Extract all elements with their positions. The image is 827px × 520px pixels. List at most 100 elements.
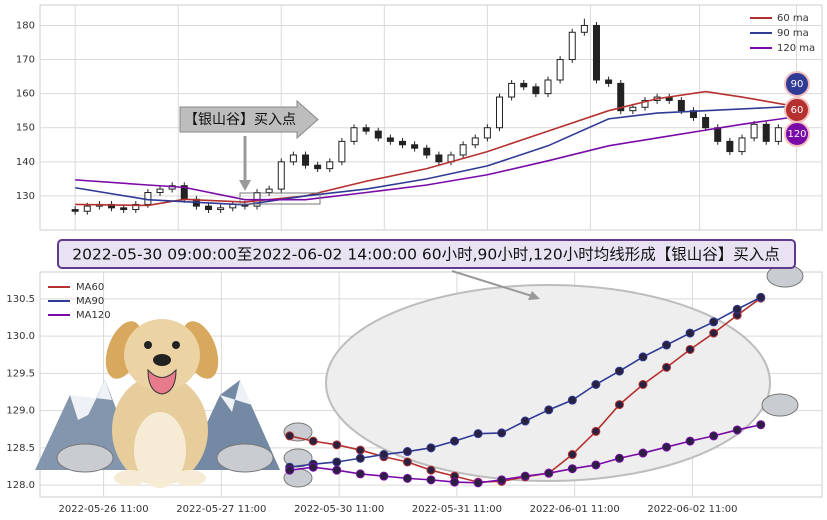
x-tick-label: 2022-06-02 11:00 <box>647 504 737 515</box>
ma-point <box>732 425 742 435</box>
candle-body <box>277 161 285 190</box>
x-tick-label: 2022-05-31 11:00 <box>412 504 502 515</box>
x-tick-label: 2022-05-26 11:00 <box>59 504 149 515</box>
candle-body <box>508 82 516 98</box>
ma-point <box>614 400 624 410</box>
legend-label: MA60 <box>76 282 104 293</box>
candle-body <box>411 144 419 149</box>
candle-body <box>677 99 685 112</box>
annotation-box <box>239 192 321 205</box>
ma-point <box>662 340 672 350</box>
candle-body <box>738 137 746 153</box>
ma-point <box>402 447 412 457</box>
candle-body <box>435 154 443 163</box>
candle-body <box>302 154 310 166</box>
ma-point <box>402 473 412 483</box>
ma-point <box>355 469 365 479</box>
series-badge-label: 90 <box>791 79 804 90</box>
candle-body <box>120 207 128 211</box>
y-tick-label: 160 <box>16 89 35 100</box>
candle-body <box>726 140 734 153</box>
ma-point <box>709 328 719 338</box>
ma-point <box>567 450 577 460</box>
candle-body <box>592 24 600 81</box>
ma-point <box>355 453 365 463</box>
candle-body <box>399 140 407 146</box>
legend-label: MA90 <box>76 296 104 307</box>
y-tick-label: 130.0 <box>6 331 35 342</box>
y-tick-label: 129.0 <box>6 406 35 417</box>
dog-nose <box>153 354 171 366</box>
ma-point <box>402 457 412 467</box>
dog-chest <box>134 412 186 488</box>
ma-line <box>75 90 791 207</box>
candle-body <box>714 127 722 142</box>
candle-body <box>205 205 213 211</box>
candle-body <box>71 209 79 212</box>
ingot <box>761 393 799 417</box>
banner-pointer <box>451 270 533 297</box>
ma-point <box>591 460 601 470</box>
ma-point <box>709 317 719 327</box>
annotation-arrow <box>179 99 319 140</box>
ma-point <box>756 292 766 302</box>
legend-label: 120 ma <box>777 43 815 54</box>
ma-point <box>308 462 318 472</box>
candle-body <box>374 130 382 139</box>
ma-point <box>732 304 742 314</box>
candle-body <box>314 164 322 170</box>
ma-line <box>75 116 791 201</box>
ma-point <box>567 395 577 405</box>
candle-body <box>556 59 564 81</box>
ma-point <box>685 344 695 354</box>
candle-body <box>386 137 394 142</box>
candle-body <box>132 203 140 211</box>
candle-body <box>641 99 649 108</box>
y-tick-label: 150 <box>16 123 35 134</box>
ma-point <box>638 448 648 458</box>
highlight-ellipse <box>325 284 771 482</box>
candle-body <box>362 127 370 132</box>
banner-text: 2022-05-30 09:00:00至2022-06-02 14:00:00 … <box>72 246 780 264</box>
ma-point <box>426 475 436 485</box>
ma-point <box>638 352 648 362</box>
candle-body <box>459 144 467 156</box>
ma-point <box>544 468 554 478</box>
ma-point <box>426 465 436 475</box>
ma-point <box>614 366 624 376</box>
y-tick-label: 128.5 <box>6 443 35 454</box>
ma-point <box>355 445 365 455</box>
dog-paw <box>114 470 146 486</box>
x-tick-label: 2022-05-27 11:00 <box>176 504 266 515</box>
candle-body <box>338 140 346 163</box>
candle-body <box>520 82 528 88</box>
y-tick-label: 170 <box>16 55 35 66</box>
dog-mouth <box>147 368 177 395</box>
y-tick-label: 129.5 <box>6 368 35 379</box>
ma-point <box>308 436 318 446</box>
candle-body <box>83 205 91 212</box>
candle-body <box>265 188 273 194</box>
ma-point <box>285 431 295 441</box>
ma-point <box>567 464 577 474</box>
candle-body <box>471 137 479 146</box>
ma-point <box>450 477 460 487</box>
marks-layer <box>71 18 794 488</box>
candle-body <box>568 31 576 61</box>
ma-point <box>450 436 460 446</box>
banner-pointer-head <box>528 291 540 300</box>
ma-line <box>75 105 791 206</box>
candle-body <box>544 79 552 95</box>
candle-body <box>774 127 782 142</box>
dog-eye <box>144 341 152 349</box>
candle-body <box>702 117 710 129</box>
ma-point <box>379 450 389 460</box>
banner-box <box>57 239 796 269</box>
ma-point <box>662 362 672 372</box>
legend-label: 90 ma <box>777 28 809 39</box>
series-badge-label: 120 <box>787 129 806 140</box>
ma-point <box>544 405 554 415</box>
ingots <box>56 264 804 488</box>
annotation-pointer-head <box>239 180 251 191</box>
candle-body <box>350 127 358 142</box>
